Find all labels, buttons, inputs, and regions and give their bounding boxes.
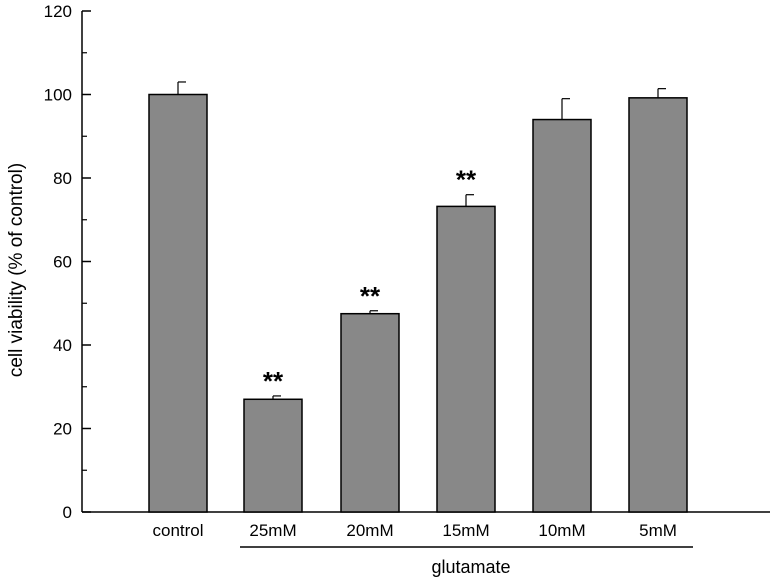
bar — [532, 118, 592, 513]
x-tick-label: 5mM — [639, 521, 677, 540]
significance-label: ** — [263, 366, 284, 396]
x-tick-label: control — [152, 521, 203, 540]
group-label: glutamate — [431, 557, 510, 577]
bar — [243, 398, 303, 513]
bar — [628, 97, 688, 513]
x-tick-labels: control 25mM 20mM 15mM 10mM 5mM — [152, 521, 676, 540]
y-tick-label: 80 — [53, 169, 72, 188]
y-tick-label: 100 — [44, 86, 72, 105]
x-tick-label: 20mM — [346, 521, 393, 540]
significance-label: ** — [360, 281, 381, 311]
y-axis-title: cell viability (% of control) — [6, 163, 27, 377]
bar — [436, 205, 496, 513]
x-tick-label: 15mM — [442, 521, 489, 540]
significance-label: ** — [456, 165, 477, 195]
y-tick-label: 120 — [44, 2, 72, 21]
x-tick-label: 10mM — [538, 521, 585, 540]
bar — [148, 93, 208, 513]
y-tick-label: 60 — [53, 253, 72, 272]
y-tick-label: 40 — [53, 336, 72, 355]
bars: ** ** ** — [148, 81, 688, 513]
y-tick-label: 20 — [53, 420, 72, 439]
bar — [340, 312, 400, 513]
x-tick-label: 25mM — [249, 521, 296, 540]
y-tick-label: 0 — [63, 503, 72, 522]
